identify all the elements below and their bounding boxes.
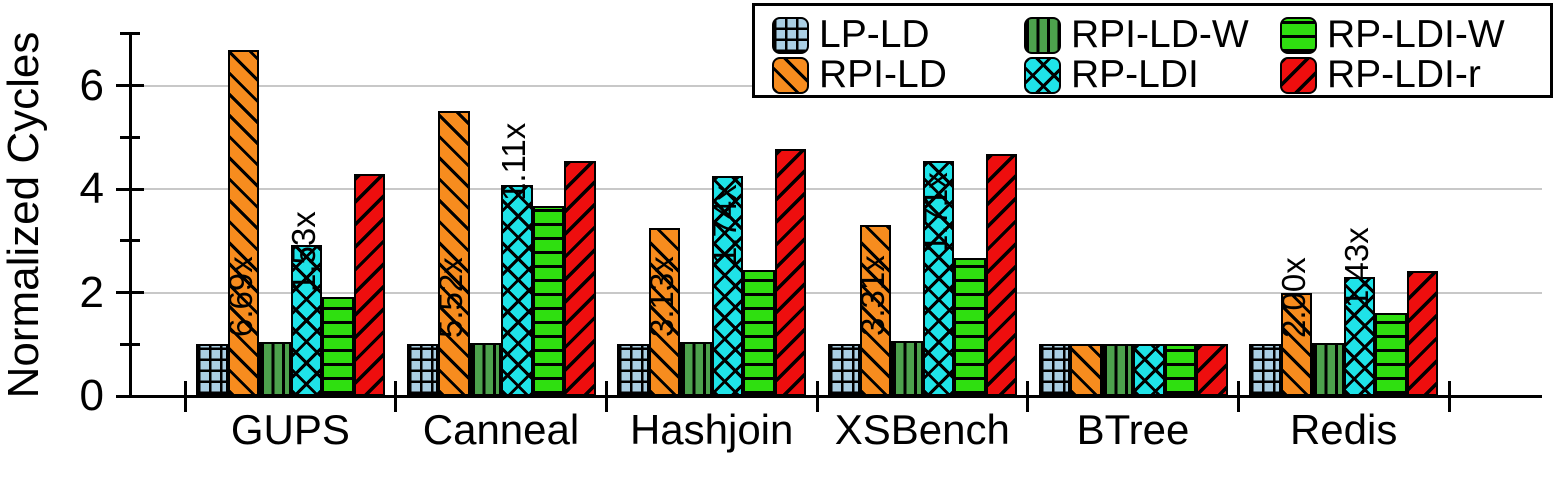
x-category-label-hashjoin: Hashjoin xyxy=(629,406,794,453)
bar-RP-LDI-W xyxy=(743,269,775,396)
bar-RP-LDI-W xyxy=(1164,344,1197,396)
legend: LP-LD RPI-LD RPI-LD-W RP-LDI RP-LDI-W RP-LDI-… xyxy=(752,3,1553,98)
x-category-label-redis: Redis xyxy=(1289,406,1398,453)
bar-RP-LDI-r xyxy=(985,154,1017,396)
y-axis-line xyxy=(128,32,132,398)
x-axis-group-tick xyxy=(604,381,608,412)
bar-RPI-LD-W xyxy=(469,343,502,396)
bar-LP-LD xyxy=(828,344,860,396)
x-category-label-xsbench: XSBench xyxy=(834,406,1010,453)
bar-annotation: 2.00x xyxy=(1275,257,1313,339)
legend-item-RPI-LD: RPI-LD xyxy=(772,53,947,96)
legend-label: RP-LDI xyxy=(1071,53,1199,96)
bar-RP-LDI xyxy=(1343,276,1376,396)
bar-annotation: 1.74x xyxy=(706,184,744,265)
legend-swatch-grid-icon xyxy=(772,16,809,54)
bar-annotation: 1.71x xyxy=(916,172,954,254)
legend-swatch-horizontal-icon xyxy=(1280,16,1317,54)
bar-RP-LDI-W xyxy=(532,206,565,396)
x-axis-group-tick xyxy=(1236,381,1240,412)
bar-annotation: 6.69x xyxy=(221,255,259,337)
y-axis-major-tick xyxy=(116,84,144,88)
legend-swatch-diag-up-icon xyxy=(1280,56,1317,94)
bar-annotation: 1.43x xyxy=(1338,226,1376,308)
bar-RP-LDI-r xyxy=(774,148,807,396)
bar-annotation: 1.11x xyxy=(495,122,533,202)
bar-RP-LDI-W xyxy=(954,258,986,396)
y-axis-minor-tick xyxy=(120,342,140,346)
legend-swatch-vertical-icon xyxy=(1024,16,1061,54)
bar-RP-LDI xyxy=(922,160,954,396)
bar-annotation: 3.31x xyxy=(853,254,891,336)
bar-LP-LD xyxy=(1249,344,1281,396)
y-tick-label: 0 xyxy=(79,371,104,420)
bar-RP-LDI-W xyxy=(1375,312,1407,396)
x-axis-group-tick xyxy=(1447,381,1451,412)
y-tick-label: 4 xyxy=(79,164,104,214)
legend-swatch-diag-down-icon xyxy=(772,56,809,94)
legend-item-LP-LD: LP-LD xyxy=(772,13,930,56)
legend-item-RPI-LD-W: RPI-LD-W xyxy=(1024,13,1249,56)
x-axis-group-tick xyxy=(183,381,187,412)
bar-RPI-LD xyxy=(859,224,891,396)
y-axis-minor-tick xyxy=(120,135,140,139)
legend-item-RP-LDI-r: RP-LDI-r xyxy=(1280,53,1481,96)
legend-label: RP-LDI-r xyxy=(1327,53,1481,96)
legend-label: RPI-LD-W xyxy=(1071,13,1249,56)
bar-RPI-LD xyxy=(648,227,681,396)
bar-RP-LDI xyxy=(711,176,744,396)
x-axis-group-tick xyxy=(394,381,398,412)
bar-RPI-LD-W xyxy=(680,342,712,396)
bar-annotation: 5.52x xyxy=(432,257,470,339)
bar-RPI-LD xyxy=(1070,344,1102,396)
bar-RP-LDI-r xyxy=(353,173,385,396)
bar-RP-LDI xyxy=(290,244,322,396)
bar-RP-LDI-W xyxy=(322,297,354,396)
bar-RPI-LD xyxy=(1280,292,1313,396)
x-category-label-btree: BTree xyxy=(1076,406,1190,453)
bar-LP-LD xyxy=(617,344,649,396)
x-axis-group-tick xyxy=(815,381,819,412)
y-axis-minor-tick xyxy=(120,32,140,36)
y-axis-major-tick xyxy=(116,291,144,295)
bar-LP-LD xyxy=(196,344,228,396)
y-tick-label: 6 xyxy=(79,60,104,110)
bar-annotation: 1.53x xyxy=(284,211,322,293)
bar-RP-LDI xyxy=(1133,344,1165,396)
legend-item-RP-LDI: RP-LDI xyxy=(1024,53,1199,96)
bar-RP-LDI-r xyxy=(564,161,596,396)
x-axis-line xyxy=(128,394,1542,398)
gridline xyxy=(130,188,1542,191)
legend-label: RPI-LD xyxy=(819,53,947,96)
bar-RPI-LD-W xyxy=(259,341,291,396)
bar-LP-LD xyxy=(1038,344,1071,396)
bar-annotation: 3.13x xyxy=(643,256,681,338)
bar-RP-LDI xyxy=(501,184,533,396)
bar-RP-LDI-r xyxy=(1196,344,1228,396)
gridline xyxy=(130,291,1542,294)
legend-item-RP-LDI-W: RP-LDI-W xyxy=(1280,13,1505,56)
x-axis-group-tick xyxy=(1026,381,1030,412)
bar-RP-LDI-r xyxy=(1406,271,1439,396)
x-category-label-canneal: Canneal xyxy=(422,406,580,453)
x-category-label-gups: GUPS xyxy=(230,406,350,453)
bar-RPI-LD-W xyxy=(1312,343,1344,396)
y-axis-major-tick xyxy=(116,187,144,191)
bar-LP-LD xyxy=(406,344,439,396)
y-axis-minor-tick xyxy=(120,239,140,243)
legend-swatch-cross-icon xyxy=(1024,56,1061,94)
bar-RPI-LD xyxy=(227,49,259,396)
y-tick-label: 2 xyxy=(79,267,104,317)
legend-label: LP-LD xyxy=(819,13,930,56)
bar-RPI-LD-W xyxy=(1101,344,1134,396)
y-axis-major-tick xyxy=(116,394,144,398)
bar-RPI-LD xyxy=(438,110,470,396)
bar-RPI-LD-W xyxy=(891,340,923,396)
legend-label: RP-LDI-W xyxy=(1327,13,1505,56)
